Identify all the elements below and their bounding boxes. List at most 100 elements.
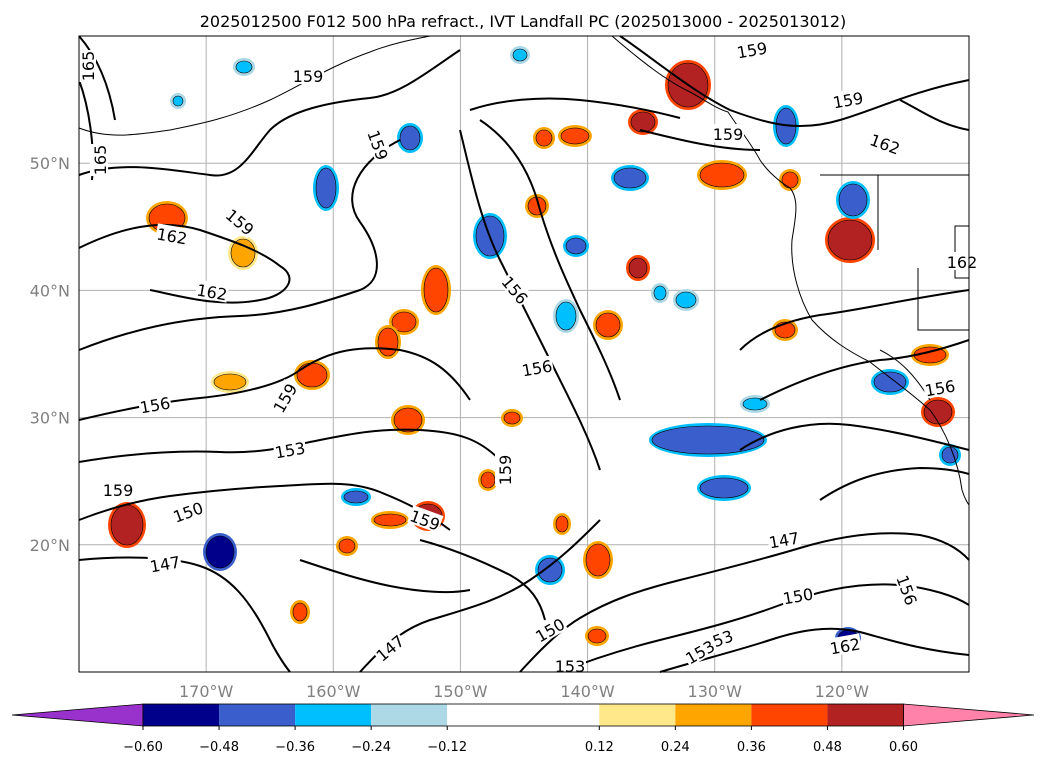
contour-labels: 1651651591591591591591591591591591591621… [78, 37, 978, 676]
contour-label-bg [268, 379, 300, 416]
contour-label-bg [147, 551, 183, 575]
shade-patch [555, 515, 569, 533]
shade-patch [651, 425, 765, 455]
contour-label-bg [371, 630, 408, 665]
colorbar: −0.60 −0.48 −0.36 −0.24 −0.12 0.12 0.24 0.36 0.4… [11, 703, 1035, 755]
contour-label-bg [946, 252, 978, 270]
contour-label-bg [922, 375, 958, 399]
y-tick-label: 50°N [30, 154, 70, 173]
shade-patch [338, 538, 356, 554]
contour-label-bg [495, 454, 513, 486]
map-background [79, 36, 969, 672]
x-tick-label: 120°W [815, 682, 870, 701]
shade-patch [628, 257, 648, 279]
shade-patch [653, 285, 667, 301]
contour-label-bg [194, 279, 230, 303]
shade-patch [343, 490, 369, 504]
contour-line [78, 482, 451, 531]
contour-label: 159 [103, 481, 134, 500]
colorbar-tick-label: −0.12 [427, 740, 467, 755]
contour-line [78, 223, 291, 304]
contour-label-bg [867, 129, 904, 157]
colorbar-bin [143, 704, 220, 726]
contour-label: 165 [91, 145, 110, 176]
contour-line [639, 129, 761, 151]
colorbar-bin [371, 704, 448, 726]
colorbar-bin [447, 704, 600, 726]
x-tick-label: 160°W [306, 682, 361, 701]
shade-patch [827, 219, 873, 261]
shade-patch [630, 111, 656, 133]
shade-patch [292, 602, 308, 622]
coastline-path [917, 268, 969, 331]
y-tick-label: 40°N [30, 281, 70, 300]
contour-line [78, 428, 501, 463]
contour-line [78, 139, 401, 351]
contour-label-bg [292, 66, 324, 84]
contour-label-bg [102, 480, 134, 498]
coastline-path [78, 35, 431, 136]
colorbar-tick-label: 0.12 [585, 740, 614, 755]
shade-patch [537, 557, 563, 583]
colorbar-bin [599, 704, 676, 726]
contour-label-bg [519, 355, 555, 379]
contour-line [78, 556, 291, 673]
shade-patch [423, 267, 449, 313]
refractivity-shading [108, 46, 961, 649]
contour-line [78, 49, 461, 177]
y-axis: 50°N 40°N 30°N 20°N [30, 154, 70, 555]
shade-patch [560, 127, 590, 145]
contour-label-bg [827, 633, 863, 657]
contour-line [899, 99, 970, 131]
contour-label-bg [734, 37, 770, 61]
contour-label-bg [531, 613, 568, 645]
contour-label: 159 [713, 125, 744, 144]
contour-lines [78, 35, 970, 673]
contour-line [659, 627, 970, 673]
contour-line [819, 466, 970, 501]
contour-label-bg [222, 204, 259, 239]
shade-patch [235, 60, 253, 74]
shade-patch [110, 504, 144, 546]
contour-label-bg [766, 527, 802, 551]
contour-label-bg [78, 50, 96, 82]
contour-label: 159 [293, 67, 324, 86]
colorbar-bin [751, 704, 828, 726]
colorbar-tick-label: 0.48 [813, 740, 842, 755]
shade-patch [213, 373, 247, 391]
contour-line [619, 35, 970, 128]
colorbar-extend-high [903, 703, 1035, 727]
shade-patch [781, 171, 799, 189]
contour-label-bg [712, 124, 744, 142]
contour-line [78, 35, 116, 121]
shade-patch [699, 477, 749, 499]
contour-line [419, 539, 546, 621]
colorbar-tick-label: 0.24 [661, 740, 690, 755]
contour-label-bg [498, 271, 533, 308]
shade-patch [555, 301, 577, 331]
shade-patch [675, 291, 697, 309]
coastline [78, 35, 970, 506]
colorbar-bin [295, 704, 372, 726]
x-axis: 170°W 160°W 150°W 140°W 130°W 120°W [179, 682, 869, 701]
chart-title: 2025012500 F012 500 hPa refract., IVT La… [200, 12, 847, 31]
contour-label-bg [272, 437, 308, 461]
x-tick-label: 130°W [688, 682, 743, 701]
y-tick-label: 20°N [30, 536, 70, 555]
contour-label-bg [154, 223, 190, 247]
colorbar-extend-low [11, 703, 144, 727]
contour-line [759, 339, 970, 401]
shade-patch [585, 543, 611, 577]
colorbar-tick-label: −0.60 [123, 740, 163, 755]
contour-label-bg [830, 87, 866, 111]
shade-patch [512, 48, 528, 62]
shade-patch [595, 312, 621, 338]
contour-line [739, 289, 970, 351]
gridlines [79, 36, 969, 672]
contour-label: 162 [947, 253, 978, 272]
shade-patch [172, 95, 184, 107]
colorbar-tick-label: 0.60 [889, 740, 918, 755]
colorbar-bin [827, 704, 904, 726]
contour-line [459, 129, 601, 471]
